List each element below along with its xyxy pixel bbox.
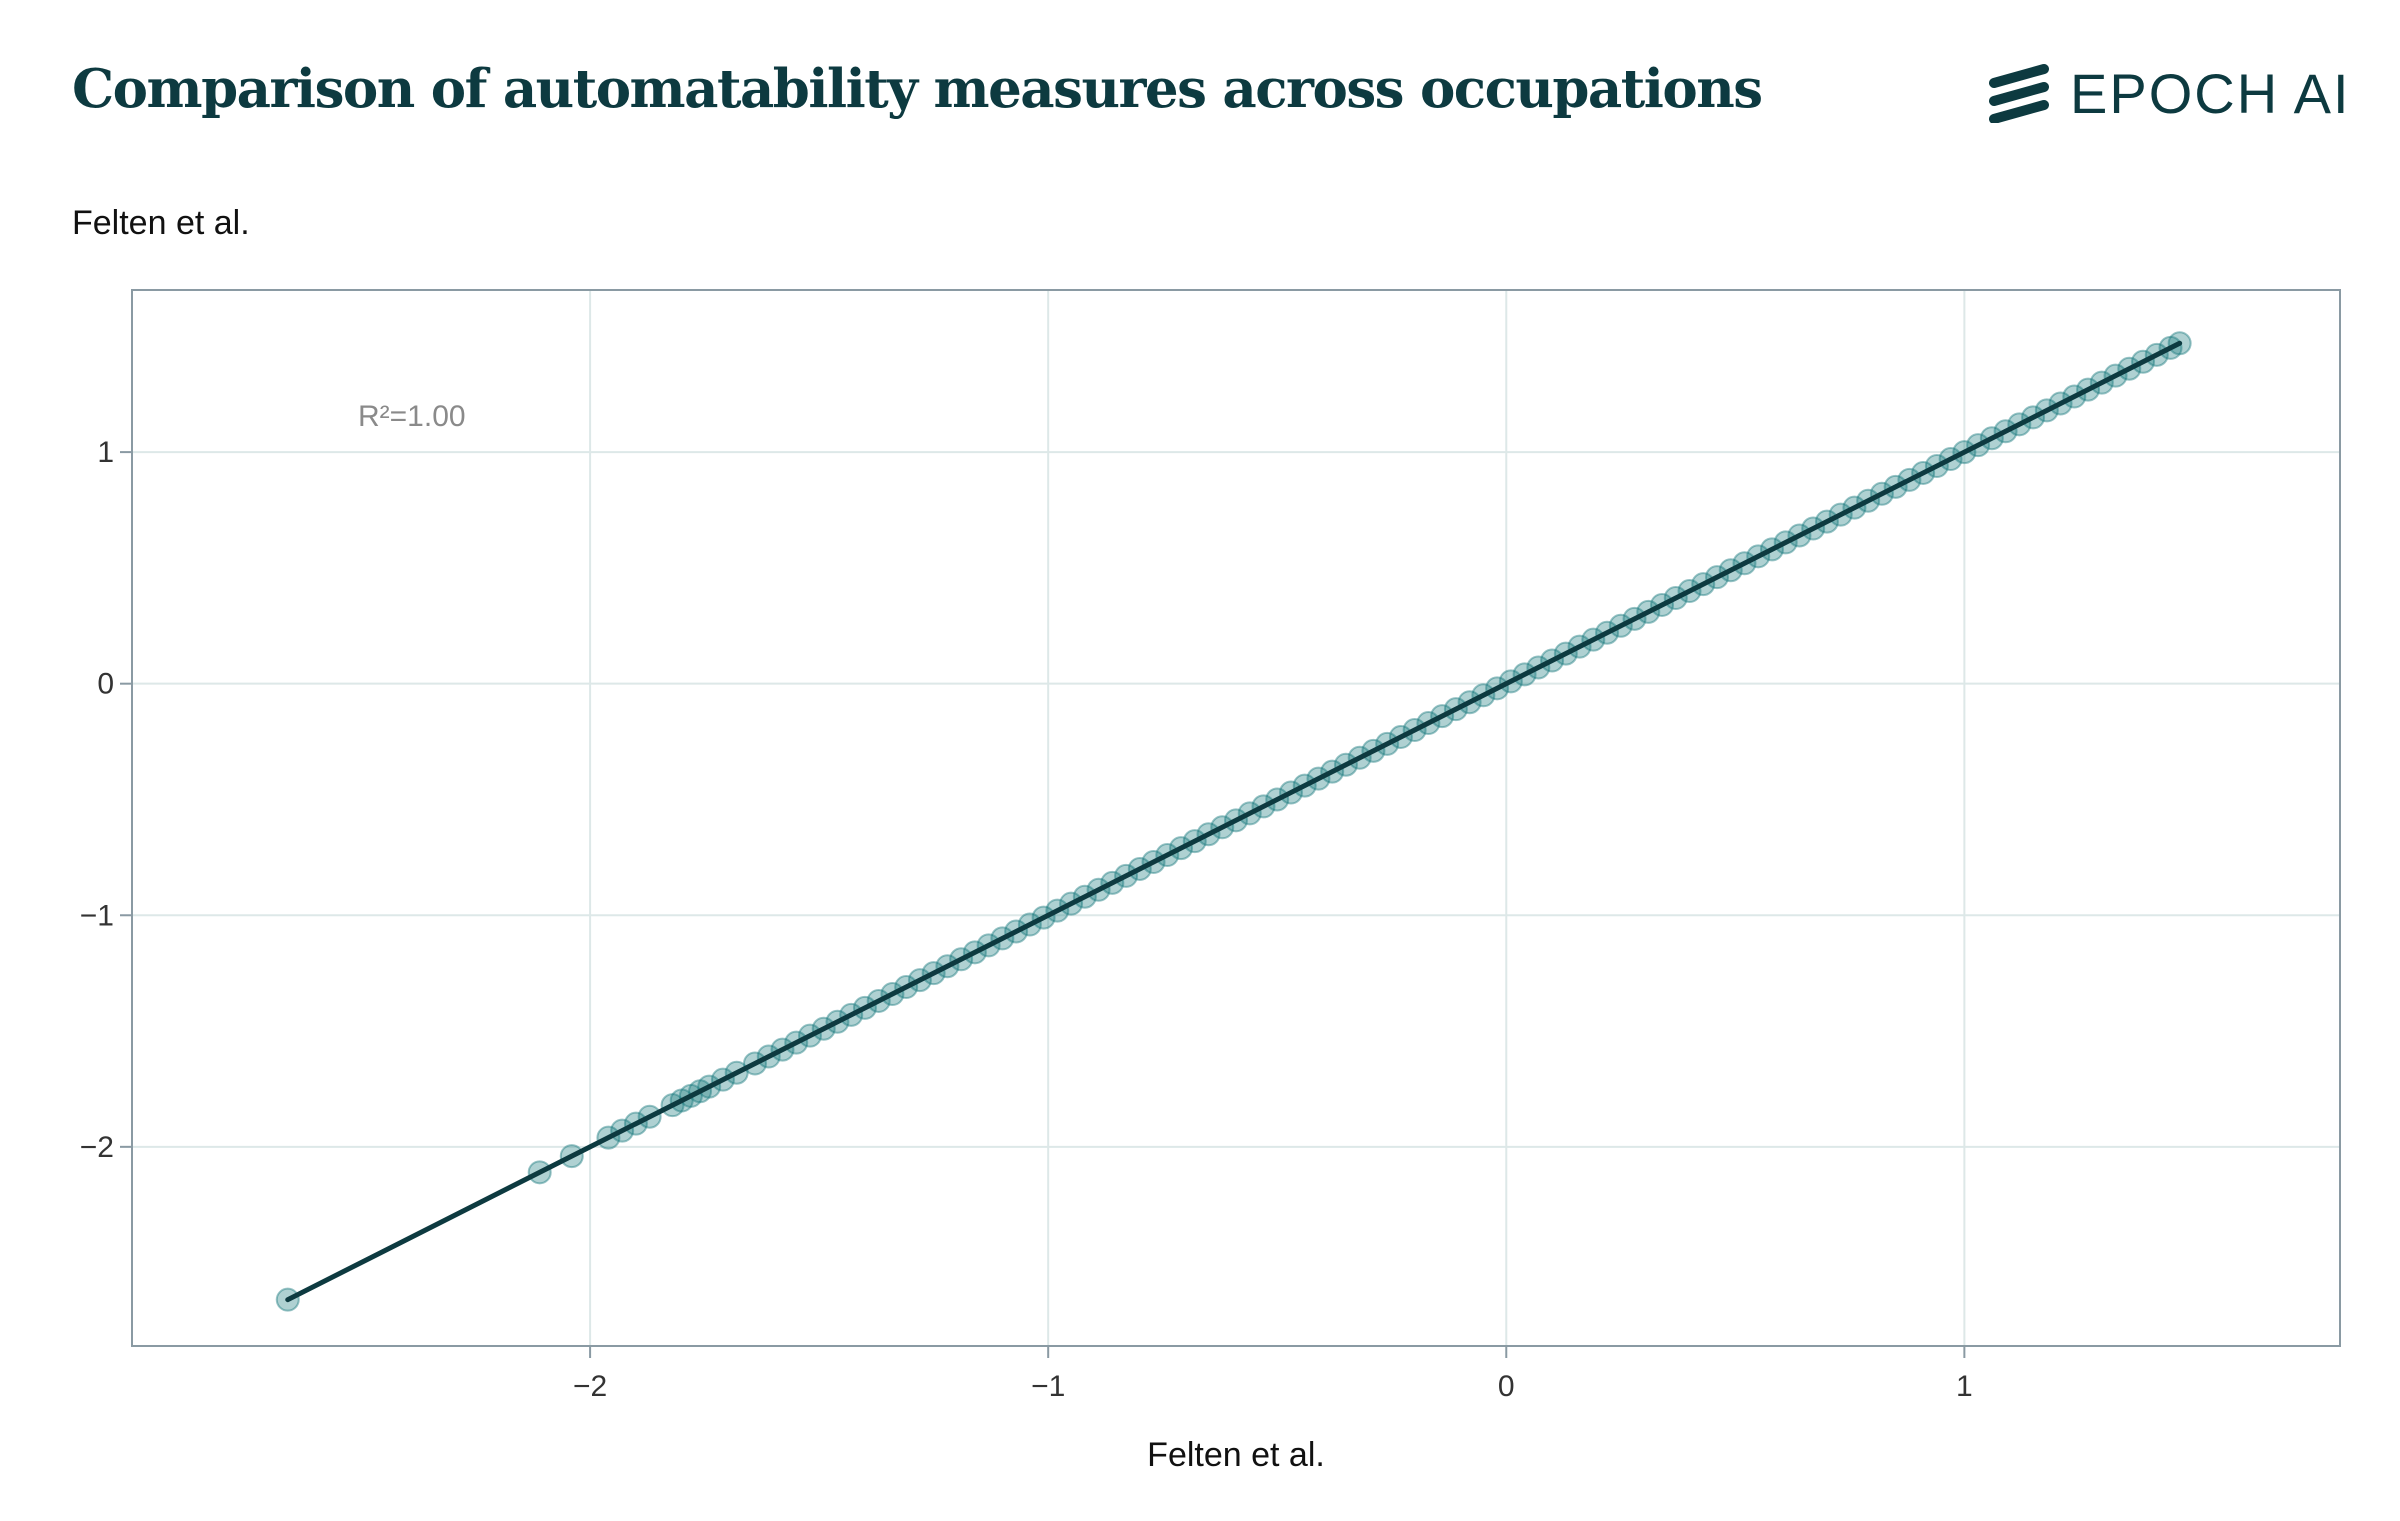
tick-labels: −2 −1 0 1 −2 −1 0 1 xyxy=(80,436,1973,1403)
x-tick-label: 0 xyxy=(1498,1370,1515,1403)
y-axis-label: Felten et al. xyxy=(72,204,250,242)
brand-name: EPOCH AI xyxy=(2070,61,2351,125)
epoch-logo-icon xyxy=(1989,64,2049,123)
brand-logo: EPOCH AI xyxy=(1988,58,2351,128)
x-tick-label: −1 xyxy=(1031,1370,1065,1403)
x-tick-label: −2 xyxy=(573,1370,607,1403)
x-axis-label: Felten et al. xyxy=(1147,1436,1325,1474)
y-tick-label: −2 xyxy=(80,1131,114,1164)
grid-lines xyxy=(120,290,2340,1358)
fit-line-group xyxy=(285,340,2183,1303)
chart-title: Comparison of automatability measures ac… xyxy=(72,58,1763,120)
plot-frame xyxy=(131,289,2341,1347)
r-squared-annotation: R²=1.00 xyxy=(358,400,466,433)
y-tick-label: −1 xyxy=(80,899,114,932)
regression-line xyxy=(285,340,2183,1303)
y-tick-label: 0 xyxy=(97,668,114,701)
y-tick-label: 1 xyxy=(97,436,114,469)
x-tick-label: 1 xyxy=(1956,1370,1973,1403)
